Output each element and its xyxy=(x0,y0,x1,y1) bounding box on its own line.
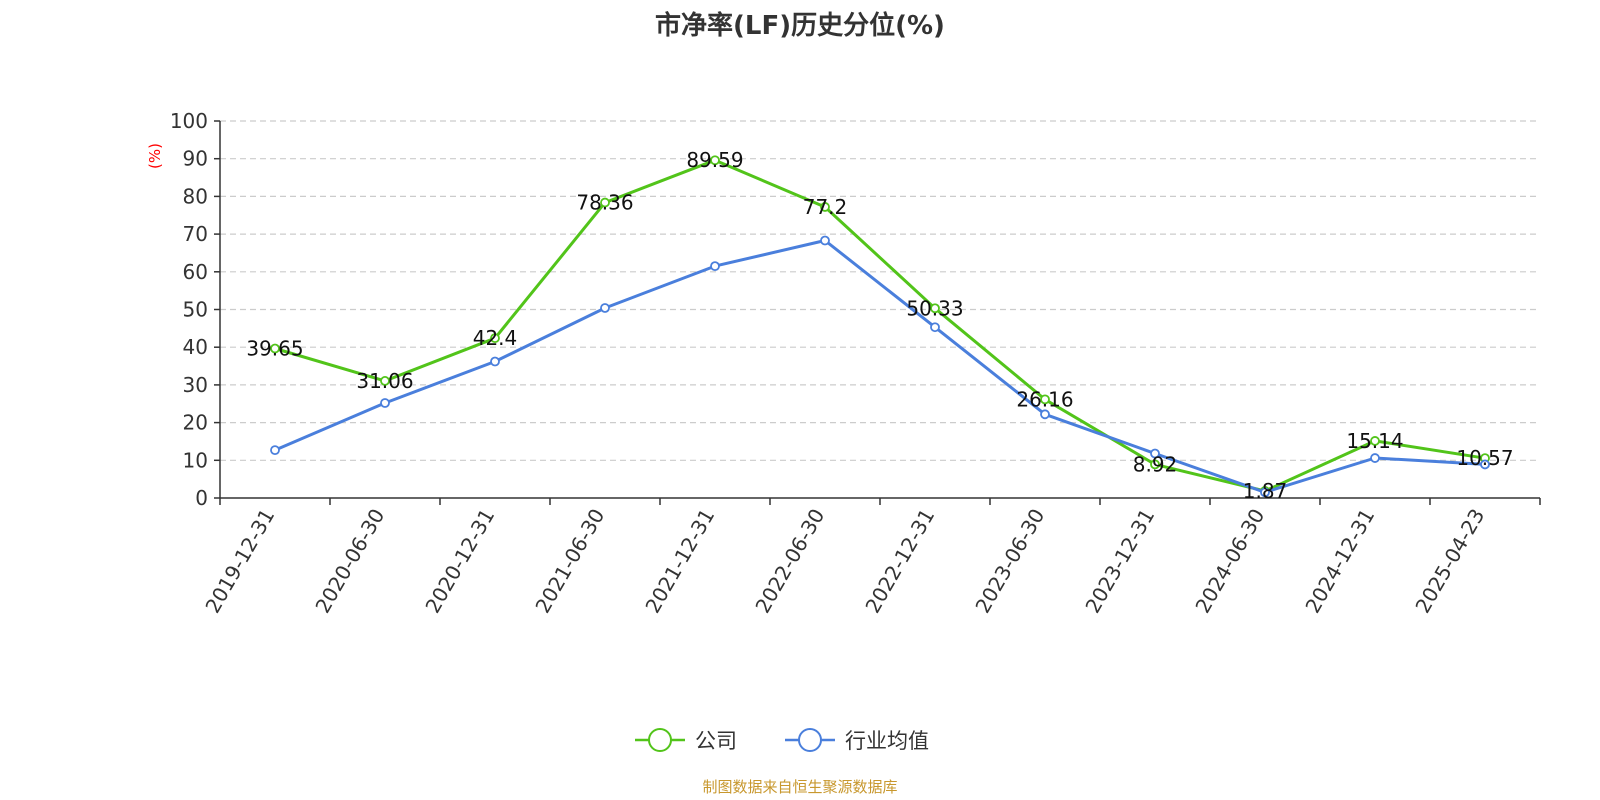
data-point-series-1[interactable] xyxy=(1370,453,1380,463)
y-tick-label: 50 xyxy=(183,298,208,322)
chart-title: 市净率(LF)历史分位(%) xyxy=(655,10,945,41)
data-point-series-0[interactable] xyxy=(490,333,500,344)
data-point-series-1[interactable] xyxy=(490,356,500,367)
legend: 公司 行业均值 xyxy=(635,728,929,753)
grid xyxy=(220,120,1540,461)
data-point-series-0[interactable] xyxy=(710,155,720,166)
x-tick-label: 2021-06-30 xyxy=(530,505,609,618)
y-axis-label: (%) xyxy=(146,143,164,169)
data-label: 78.36 xyxy=(576,191,633,215)
data-point-series-0[interactable] xyxy=(1040,394,1050,405)
legend-item-0[interactable]: 公司 xyxy=(635,728,737,753)
y-tick-label: 80 xyxy=(183,184,208,208)
data-label: 50.33 xyxy=(906,296,963,320)
y-tick-label: 10 xyxy=(183,448,208,472)
y-tick-label: 40 xyxy=(183,335,208,359)
data-label: 1.87 xyxy=(1243,479,1288,503)
x-tick-label: 2024-12-31 xyxy=(1300,505,1379,618)
data-point-series-0[interactable] xyxy=(270,343,280,354)
data-point-series-0[interactable] xyxy=(600,197,610,208)
x-tick-label: 2023-12-31 xyxy=(1080,505,1159,618)
data-point-series-0[interactable] xyxy=(820,202,830,212)
data-point-series-0[interactable] xyxy=(930,303,940,314)
legend-label: 公司 xyxy=(695,729,737,753)
data-point-series-1[interactable] xyxy=(1260,487,1270,498)
y-tick-label: 20 xyxy=(183,411,208,435)
data-point-series-0[interactable] xyxy=(1370,436,1380,446)
y-tick-label: 60 xyxy=(183,260,208,284)
x-tick-label: 2020-12-31 xyxy=(420,505,499,618)
x-tick-label: 2020-06-30 xyxy=(310,505,389,618)
y-tick-label: 0 xyxy=(195,486,208,510)
data-point-series-1[interactable] xyxy=(1150,448,1160,459)
data-point-series-1[interactable] xyxy=(600,303,610,313)
y-tick-label: 30 xyxy=(183,373,208,397)
x-tick-label: 2022-12-31 xyxy=(860,505,939,618)
x-tick-label: 2019-12-31 xyxy=(200,505,279,618)
x-tick-label: 2021-12-31 xyxy=(640,505,719,618)
data-label: 42.4 xyxy=(473,326,518,350)
data-label: 31.06 xyxy=(356,369,413,393)
series-line-0 xyxy=(274,158,1486,493)
source-note: 制图数据来自恒生聚源数据库 xyxy=(702,778,897,796)
x-tick-label: 2022-06-30 xyxy=(750,505,829,618)
data-point-series-0[interactable] xyxy=(1150,459,1160,470)
data-labels: 39.65 31.06 42.4 78.36 89.59 77.2 50.33 26.16 8.… xyxy=(246,148,1513,503)
axes: 0 10 20 30 40 50 60 70 80 90 100 2019-12-31 2020-06-… xyxy=(170,109,1541,618)
data-label: 77.2 xyxy=(803,195,848,219)
y-tick-label: 70 xyxy=(183,222,208,246)
legend-marker xyxy=(648,728,672,752)
x-tick-label: 2024-06-30 xyxy=(1190,505,1269,618)
legend-label: 行业均值 xyxy=(845,729,929,753)
data-point-series-1[interactable] xyxy=(1480,459,1490,470)
legend-marker xyxy=(798,728,822,752)
data-point-series-1[interactable] xyxy=(930,322,940,333)
series-layer xyxy=(270,155,1490,498)
data-label: 89.59 xyxy=(686,148,743,172)
data-label: 8.92 xyxy=(1133,452,1178,476)
y-tick-label: 90 xyxy=(183,147,208,171)
y-tick-label: 100 xyxy=(170,109,208,133)
x-tick-label: 2023-06-30 xyxy=(970,505,1049,618)
data-label: 10.57 xyxy=(1456,446,1513,470)
series-line-1 xyxy=(274,239,1486,494)
data-point-series-1[interactable] xyxy=(710,261,720,272)
x-tick-label: 2025-04-23 xyxy=(1410,505,1489,618)
data-label: 39.65 xyxy=(246,337,303,361)
data-point-series-1[interactable] xyxy=(820,235,830,246)
legend-item-1[interactable]: 行业均值 xyxy=(785,728,929,753)
data-point-series-1[interactable] xyxy=(380,398,390,408)
data-label: 15.14 xyxy=(1346,429,1403,453)
data-label: 26.16 xyxy=(1016,387,1073,411)
data-point-series-1[interactable] xyxy=(1040,409,1050,420)
data-point-series-1[interactable] xyxy=(270,445,280,456)
data-point-series-0[interactable] xyxy=(380,376,390,386)
